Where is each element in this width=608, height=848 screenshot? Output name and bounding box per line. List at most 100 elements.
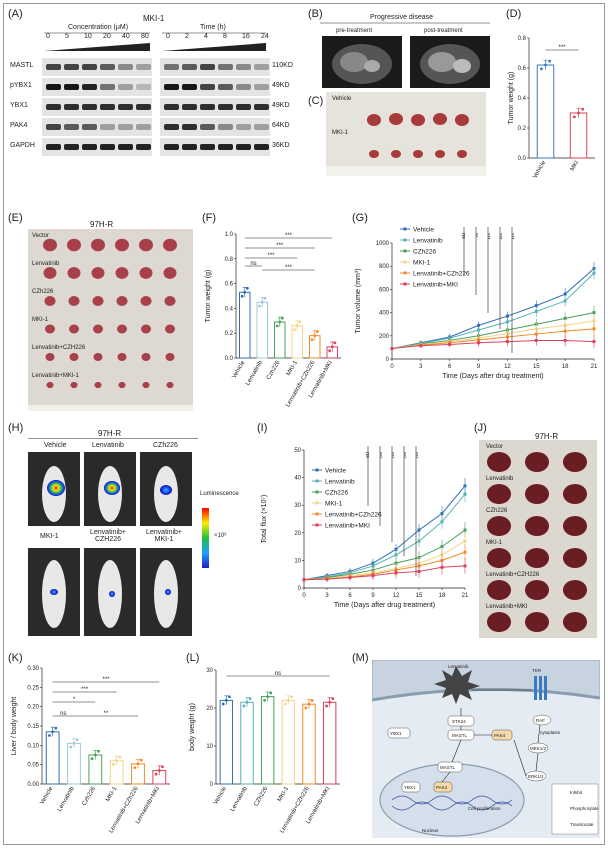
significance-label: *** xyxy=(496,233,502,240)
x-tick-label: Lenvatinib+MKI xyxy=(135,786,161,825)
tumor xyxy=(68,296,80,306)
diagram-label: PAK4 xyxy=(436,785,448,790)
data-point xyxy=(115,759,119,763)
data-point xyxy=(417,569,421,573)
data-point xyxy=(563,316,567,320)
y-tick-label: 1000 xyxy=(376,241,390,247)
data-point xyxy=(581,107,585,111)
tumor xyxy=(163,238,177,252)
blot-band xyxy=(164,64,179,70)
conc-tick: 0 xyxy=(46,33,50,40)
x-tick-label: MKI-1 xyxy=(277,785,291,802)
data-point xyxy=(477,328,481,332)
e-group-label: Lenvatinib+CZH226 xyxy=(32,345,86,351)
h-bottom-0: MKI-1 xyxy=(40,533,59,540)
blot-band xyxy=(136,64,151,70)
j-group-label: Lenvatinib xyxy=(486,476,514,482)
data-point xyxy=(161,765,164,769)
significance-label: ns xyxy=(60,711,66,717)
significance-label: *** xyxy=(102,677,110,683)
tumor-photo-c xyxy=(326,92,486,176)
liver xyxy=(563,580,587,600)
chart-d: 0.0 0.2 0.4 0.6 0.8 Vehicle MKI Tumor weight (g… xyxy=(508,36,595,180)
y-axis-label: Tumor weight (g) xyxy=(205,270,212,323)
conc-tick: 80 xyxy=(141,33,149,40)
series-line xyxy=(391,268,595,350)
data-point xyxy=(534,304,538,308)
liver xyxy=(563,452,587,472)
data-point xyxy=(304,706,308,710)
liver xyxy=(525,548,549,568)
series-line xyxy=(391,312,595,350)
tumor xyxy=(45,352,55,362)
diagram-label: Inhibit xyxy=(570,790,583,795)
mki-label: MKI-1 xyxy=(332,130,349,136)
data-point xyxy=(315,330,319,334)
y-tick-label: 50 xyxy=(294,448,301,454)
significance-label: *** xyxy=(558,45,566,51)
data-point xyxy=(93,753,97,757)
diagram-label: Cell proliferation xyxy=(468,806,501,811)
y-tick-label: 1.0 xyxy=(225,232,234,238)
blot-band xyxy=(164,84,179,90)
blot-band xyxy=(118,104,133,110)
chart-l: 0 10 20 30 Vehicle Lenvatinib CZh226 MKI-1 Lenva… xyxy=(189,668,340,834)
data-point xyxy=(133,766,137,770)
diagram-label: RAF xyxy=(536,718,545,723)
y-tick-label: 0.4 xyxy=(518,96,527,102)
x-tick-label: Vehicle xyxy=(532,159,547,179)
panel-label-b: (B) xyxy=(308,8,323,20)
conc-tick: 40 xyxy=(122,33,130,40)
e-group-label: Lenvatinib xyxy=(32,261,60,267)
significance-label: ** xyxy=(104,711,109,717)
y-tick-label: 0.10 xyxy=(27,743,39,749)
tumor xyxy=(92,296,104,306)
significance-label: *** xyxy=(484,233,490,240)
data-point xyxy=(240,294,244,298)
diagram-m: Lenvatinib TKR STK24 YBX1 MASTL PAK4 RAF MEK1/2… xyxy=(372,660,600,838)
data-point xyxy=(245,700,249,704)
data-point xyxy=(440,545,444,549)
data-point xyxy=(477,323,481,327)
legend-marker xyxy=(403,260,407,264)
data-point xyxy=(245,286,249,290)
y-tick-label: 0 xyxy=(298,586,302,592)
x-tick-label: MKI-1 xyxy=(286,359,300,376)
data-point xyxy=(394,553,398,557)
y-tick-label: 30 xyxy=(206,668,213,674)
y-tick-label: 0.20 xyxy=(27,705,39,711)
tumor xyxy=(69,324,79,334)
blot-band xyxy=(82,124,97,130)
tumor xyxy=(44,296,56,306)
data-point xyxy=(463,492,467,496)
significance-label: ns xyxy=(275,671,281,677)
blot-band xyxy=(182,84,197,90)
blot-band xyxy=(100,124,115,130)
blot-size-label: 49KD xyxy=(272,82,290,89)
data-point xyxy=(539,67,543,71)
blot-size-label: 110KD xyxy=(272,62,293,69)
data-point xyxy=(139,758,143,762)
liver xyxy=(563,612,587,632)
data-point xyxy=(477,341,481,345)
x-tick-label: Vehicle xyxy=(213,785,228,805)
bar xyxy=(45,731,60,785)
liver xyxy=(525,580,549,600)
mri-images xyxy=(322,36,490,88)
bar xyxy=(281,699,296,785)
tumor xyxy=(117,352,127,362)
blot-strip xyxy=(42,78,270,96)
e-group-label: Lenvatinib+MKI-1 xyxy=(32,373,79,379)
data-point xyxy=(221,702,225,706)
blot-band xyxy=(182,124,197,130)
data-point xyxy=(440,511,444,515)
legend-marker xyxy=(403,238,407,242)
blot-band xyxy=(100,64,115,70)
y-tick-label: 0 xyxy=(386,357,390,363)
liver xyxy=(525,612,549,632)
mri-title: Progressive disease xyxy=(370,14,434,21)
bar xyxy=(322,701,337,785)
liver xyxy=(487,452,511,472)
tumor xyxy=(69,352,79,362)
panel-label-f: (F) xyxy=(202,212,217,224)
